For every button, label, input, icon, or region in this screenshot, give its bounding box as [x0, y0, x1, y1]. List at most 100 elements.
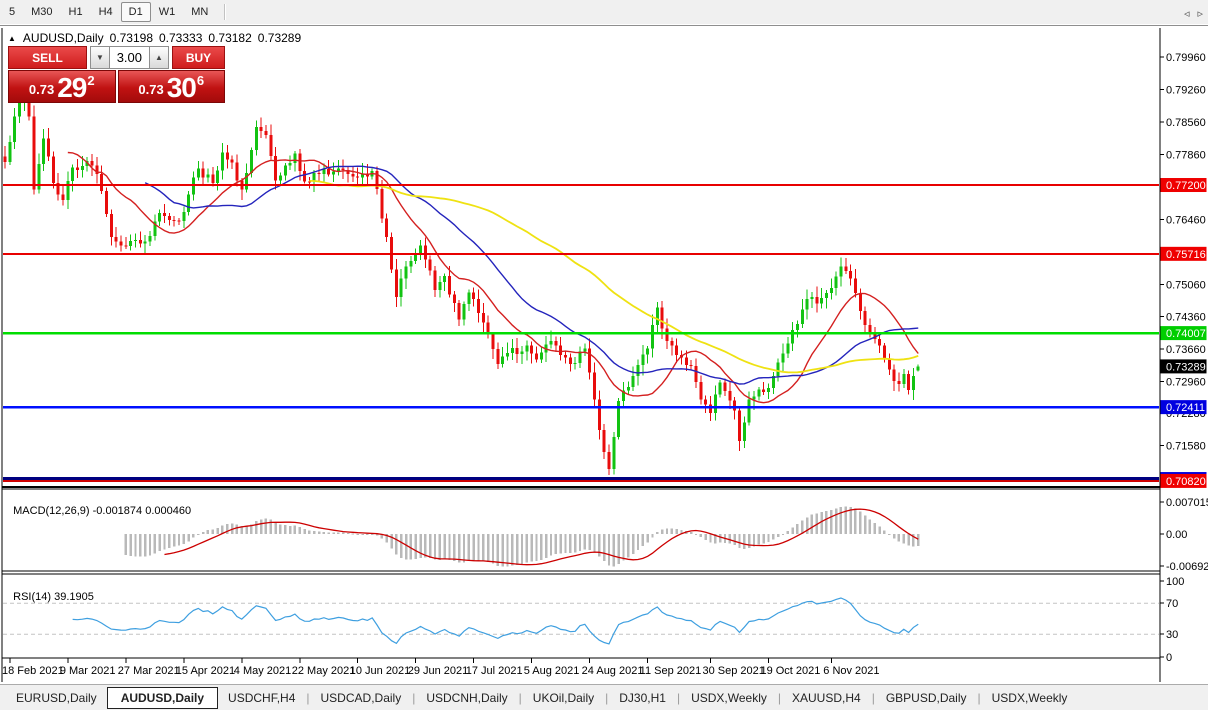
- candle-body: [443, 275, 447, 283]
- candle-body: [322, 168, 326, 174]
- timeframe-button-mn[interactable]: MN: [191, 6, 209, 18]
- candle-body: [220, 152, 224, 171]
- candle-body: [467, 292, 471, 305]
- timeframe-button-h4[interactable]: H4: [98, 6, 113, 18]
- candle-body: [646, 348, 650, 355]
- candle-body: [844, 266, 848, 272]
- candle-body: [104, 191, 108, 215]
- candle-body: [3, 156, 7, 162]
- timeframe-button-m30[interactable]: M30: [31, 6, 53, 18]
- spinner-up-icon: ▲: [155, 53, 163, 62]
- timeframe-button-h1[interactable]: H1: [68, 6, 83, 18]
- tab-scroll-left-icon[interactable]: ◃: [1183, 8, 1190, 20]
- tab-scroll-right-icon[interactable]: ▹: [1197, 8, 1203, 20]
- rsi-label: RSI(14) 39.1905: [13, 591, 94, 603]
- macd-histogram: [124, 506, 920, 567]
- sell-button[interactable]: SELL: [8, 46, 87, 69]
- candle-body: [225, 152, 229, 160]
- candle-body: [617, 401, 621, 438]
- candle-body: [409, 260, 413, 267]
- candle-body: [235, 162, 239, 181]
- buy-price-big: 30: [166, 72, 197, 103]
- candle-body: [249, 149, 253, 173]
- candle-body: [51, 156, 55, 184]
- candle-body: [858, 293, 862, 312]
- tab-scroll-arrows: ◃ ▹: [1184, 7, 1203, 20]
- price-flag-label: 0.73289: [1166, 361, 1206, 373]
- candle-body: [684, 357, 688, 366]
- chart-tab-audusd-daily[interactable]: AUDUSD,Daily: [106, 686, 219, 709]
- candle-body: [853, 278, 857, 294]
- candle-body: [274, 155, 278, 181]
- sell-price-big: 29: [57, 72, 87, 103]
- chart-tab-usdcnh-daily[interactable]: USDCNH,Daily: [426, 690, 508, 705]
- candle-body: [124, 245, 128, 247]
- candle-body: [66, 181, 70, 200]
- candle-body: [346, 169, 350, 174]
- candle-body: [288, 163, 292, 166]
- price-flag: [1160, 178, 1207, 193]
- candle-body: [172, 220, 176, 222]
- volume-input[interactable]: 3.00: [110, 46, 149, 69]
- tab-separator: |: [306, 690, 310, 705]
- candle-body: [336, 168, 340, 172]
- candle-body: [689, 365, 693, 367]
- candle-body: [911, 376, 915, 391]
- date-axis-label: 6 Nov 2021: [823, 665, 879, 677]
- candle-body: [535, 353, 539, 360]
- chart-tab-usdx-weekly[interactable]: USDX,Weekly: [991, 690, 1068, 705]
- chart-tab-dj30-h1[interactable]: DJ30,H1: [619, 690, 666, 705]
- date-axis-label: 19 Oct 2021: [760, 665, 820, 677]
- chart-tab-usdchf-h4[interactable]: USDCHF,H4: [228, 690, 296, 705]
- buy-button[interactable]: BUY: [172, 46, 225, 69]
- moving-average-line-14: [67, 151, 919, 404]
- candle-body: [916, 366, 920, 371]
- candle-body: [583, 348, 587, 352]
- candle-body: [438, 282, 442, 290]
- chart-tab-xauusd-h4[interactable]: XAUUSD,H4: [792, 690, 861, 705]
- candle-body: [515, 348, 519, 354]
- timeframe-button-d1[interactable]: D1: [120, 2, 151, 22]
- timeframe-button-5[interactable]: 5: [9, 6, 16, 18]
- candle-body: [394, 269, 398, 298]
- candle-body: [17, 102, 21, 117]
- candle-body: [839, 266, 843, 277]
- tab-separator: |: [605, 690, 609, 705]
- symbol-header: ▲ AUDUSD,Daily 0.73198 0.73333 0.73182 0…: [8, 31, 301, 45]
- candle-body: [477, 298, 481, 314]
- candle-body: [75, 167, 79, 170]
- collapse-header-icon[interactable]: ▲: [8, 33, 16, 43]
- chart-tab-usdcad-daily[interactable]: USDCAD,Daily: [320, 690, 402, 705]
- candle-body: [312, 173, 316, 182]
- candle-body: [757, 389, 761, 397]
- candle-body: [636, 365, 640, 377]
- price-flag-label: 0.72411: [1166, 402, 1205, 414]
- candle-body: [762, 389, 766, 392]
- volume-increase-button[interactable]: ▲: [149, 46, 169, 69]
- chart-tab-eurusd-daily[interactable]: EURUSD,Daily: [16, 690, 97, 705]
- chart-tab-ukoil-daily[interactable]: UKOil,Daily: [532, 690, 595, 705]
- price-axis: 0.79960 0.79260 0.78560 0.77860 0.76460 0.750…: [1160, 52, 1208, 664]
- buy-price-base: 0.73: [138, 82, 164, 97]
- candle-body: [80, 165, 84, 170]
- chart-tab-usdx-weekly[interactable]: USDX,Weekly: [691, 690, 767, 705]
- chart-tab-gbpusd-daily[interactable]: GBPUSD,Daily: [885, 690, 967, 705]
- candle-body: [718, 382, 722, 395]
- ohlc-open: 0.73198: [109, 31, 153, 45]
- candle-body: [733, 400, 737, 411]
- candle-body: [380, 189, 384, 219]
- timeframe-button-w1[interactable]: W1: [158, 6, 176, 18]
- candle-body: [278, 175, 282, 181]
- candle-body: [786, 343, 790, 354]
- volume-decrease-button[interactable]: ▼: [90, 46, 110, 69]
- candle-body: [496, 349, 500, 365]
- candle-body: [501, 356, 505, 365]
- candle-body: [148, 236, 152, 242]
- buy-price-button[interactable]: 0.73 30 6: [117, 70, 225, 103]
- candle-body: [138, 239, 142, 244]
- candle-body: [71, 167, 75, 182]
- rsi-line: [72, 597, 919, 645]
- date-axis-label: 27 Mar 2021: [118, 665, 180, 677]
- sell-price-button[interactable]: 0.73 29 2: [8, 70, 116, 103]
- ohlc-close: 0.73289: [257, 31, 302, 45]
